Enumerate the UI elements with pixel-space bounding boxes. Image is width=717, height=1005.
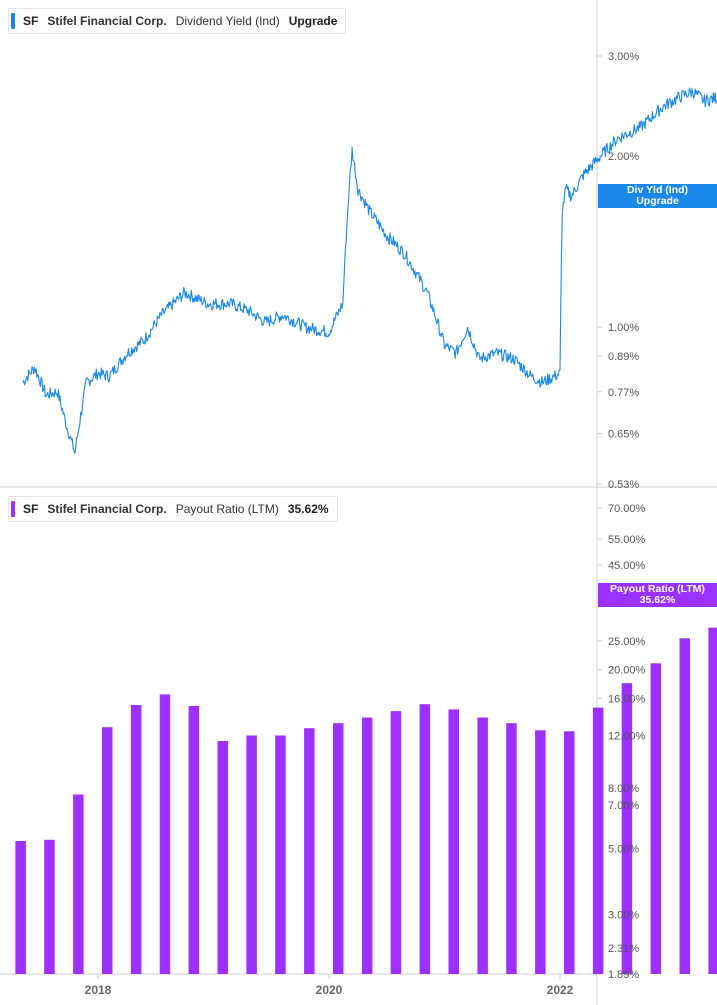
payout-ratio-bar bbox=[419, 704, 431, 974]
bottom-legend-metric: Payout Ratio (LTM) bbox=[175, 502, 279, 516]
payout-ratio-tag-line2: 35.62% bbox=[639, 594, 676, 607]
dividend-yield-price-tag: Div Yld (Ind) Upgrade bbox=[598, 184, 717, 209]
bottom-y-tick-label: 7.00% bbox=[608, 800, 639, 812]
payout-ratio-bar bbox=[477, 717, 488, 974]
bottom-y-tick-label: 70.00% bbox=[608, 503, 646, 515]
payout-ratio-bar bbox=[361, 717, 373, 974]
payout-ratio-bar bbox=[130, 705, 142, 974]
payout-ratio-bar bbox=[159, 694, 171, 974]
x-tick-label: 2022 bbox=[547, 983, 574, 997]
payout-ratio-bar bbox=[44, 839, 55, 974]
payout-ratio-bar bbox=[708, 627, 717, 974]
payout-ratio-tag-line1: Payout Ratio (LTM) bbox=[610, 583, 705, 596]
top-y-tick-label: 0.77% bbox=[608, 387, 639, 399]
bottom-legend-value: 35.62% bbox=[287, 502, 329, 516]
top-y-tick-label: 0.53% bbox=[608, 479, 639, 491]
payout-ratio-series bbox=[15, 627, 717, 974]
payout-ratio-bar bbox=[650, 663, 662, 974]
top-legend-company: Stifel Financial Corp. bbox=[47, 14, 167, 28]
top-y-tick-label: 2.00% bbox=[608, 151, 639, 163]
payout-ratio-price-tag: Payout Ratio (LTM) 35.62% bbox=[598, 583, 717, 608]
payout-ratio-bar bbox=[275, 735, 286, 974]
bottom-legend-swatch bbox=[11, 501, 15, 517]
payout-ratio-bar bbox=[592, 707, 604, 974]
tick-labels: 3.00% 2.00% 1.00% 0.89% 0.77% 0.65% 0.53% 70.00… bbox=[85, 51, 646, 997]
bottom-y-tick-label: 55.00% bbox=[608, 534, 646, 546]
payout-ratio-bar bbox=[390, 711, 402, 974]
bottom-y-tick-label: 5.00% bbox=[608, 843, 639, 855]
dividend-yield-tag-line1: Div Yld (Ind) bbox=[626, 184, 689, 197]
x-tick-label: 2020 bbox=[316, 983, 343, 997]
payout-ratio-bar bbox=[333, 723, 344, 974]
x-tick-label: 2018 bbox=[85, 983, 112, 997]
top-y-tick-label: 0.89% bbox=[608, 351, 639, 363]
dividend-yield-line bbox=[22, 87, 717, 454]
payout-ratio-bar bbox=[506, 723, 517, 974]
bottom-y-tick-label: 20.00% bbox=[608, 665, 646, 677]
top-y-tick-label: 3.00% bbox=[608, 51, 639, 63]
bottom-y-tick-label: 2.31% bbox=[608, 943, 639, 955]
bottom-y-tick-label: 1.89% bbox=[608, 969, 639, 981]
bottom-legend-symbol: SF bbox=[23, 502, 39, 516]
dividend-yield-series bbox=[22, 87, 717, 454]
bottom-y-tick-label: 12.00% bbox=[608, 731, 646, 743]
top-legend-metric: Dividend Yield (Ind) bbox=[175, 14, 280, 28]
payout-ratio-bar bbox=[217, 741, 228, 974]
payout-ratio-bar bbox=[621, 683, 633, 974]
bottom-y-tick-label: 45.00% bbox=[608, 560, 646, 572]
top-legend-swatch bbox=[11, 13, 15, 29]
payout-ratio-bar bbox=[304, 728, 315, 974]
top-legend-value[interactable]: Upgrade bbox=[288, 14, 338, 28]
top-legend-symbol: SF bbox=[23, 14, 39, 28]
bottom-legend-company: Stifel Financial Corp. bbox=[47, 502, 167, 516]
top-y-tick-label: 0.65% bbox=[608, 429, 639, 441]
bottom-legend[interactable]: SF Stifel Financial Corp. Payout Ratio (… bbox=[8, 496, 338, 522]
payout-ratio-bar bbox=[102, 727, 113, 974]
bottom-y-tick-label: 8.00% bbox=[608, 783, 639, 795]
payout-ratio-bar bbox=[188, 705, 200, 974]
payout-ratio-bar bbox=[246, 735, 257, 974]
payout-ratio-bar bbox=[15, 841, 26, 974]
top-legend[interactable]: SF Stifel Financial Corp. Dividend Yield… bbox=[8, 8, 347, 34]
bottom-y-tick-label: 3.00% bbox=[608, 909, 639, 921]
bottom-y-tick-label: 25.00% bbox=[608, 636, 646, 648]
payout-ratio-bar bbox=[679, 638, 690, 974]
payout-ratio-bar bbox=[535, 730, 546, 974]
payout-ratio-bar bbox=[73, 794, 84, 974]
payout-ratio-bar bbox=[564, 731, 575, 974]
dividend-yield-tag-line2: Upgrade bbox=[636, 195, 679, 208]
bottom-y-tick-label: 16.00% bbox=[608, 693, 646, 705]
payout-ratio-bar bbox=[448, 709, 459, 974]
top-y-tick-label: 1.00% bbox=[608, 322, 639, 334]
